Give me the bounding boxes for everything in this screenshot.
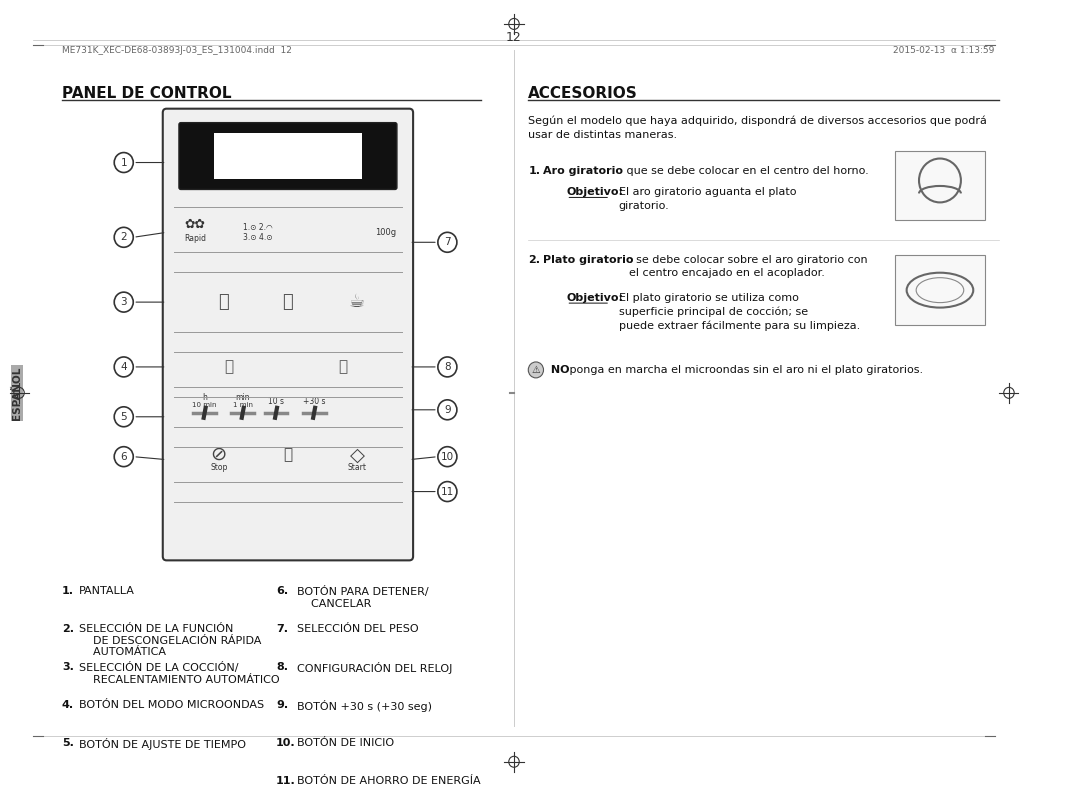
- Text: ACCESORIOS: ACCESORIOS: [528, 86, 638, 101]
- Text: 🍲: 🍲: [283, 293, 294, 311]
- Bar: [214, 132, 362, 180]
- Text: 3.: 3.: [62, 662, 73, 672]
- Text: ☕: ☕: [349, 293, 365, 311]
- Text: ◇: ◇: [350, 445, 364, 464]
- Text: 7: 7: [444, 237, 450, 247]
- Text: CONFIGURACIÓN DEL RELOJ: CONFIGURACIÓN DEL RELOJ: [297, 662, 453, 674]
- Text: El aro giratorio aguanta el plato
giratorio.: El aro giratorio aguanta el plato girato…: [619, 188, 796, 210]
- Text: BOTÓN DE AJUSTE DE TIEMPO: BOTÓN DE AJUSTE DE TIEMPO: [79, 738, 246, 750]
- Text: ME731K_XEC-DE68-03893J-03_ES_131004.indd  12: ME731K_XEC-DE68-03893J-03_ES_131004.indd…: [62, 46, 292, 55]
- Text: 1.: 1.: [528, 165, 540, 176]
- Text: 12: 12: [507, 32, 522, 44]
- Text: 8: 8: [444, 362, 450, 372]
- Text: Stop: Stop: [211, 463, 228, 472]
- Text: ⚠: ⚠: [531, 365, 540, 375]
- Text: 1.: 1.: [62, 586, 73, 597]
- Text: 9: 9: [444, 405, 450, 414]
- Text: +30 s: +30 s: [302, 397, 325, 407]
- Text: BOTÓN +30 s (+30 seg): BOTÓN +30 s (+30 seg): [297, 700, 432, 712]
- Text: 7.: 7.: [276, 624, 288, 634]
- Text: Objetivo:: Objetivo:: [566, 188, 623, 198]
- Text: 2.: 2.: [62, 624, 73, 634]
- Text: 10.: 10.: [276, 738, 296, 748]
- Text: 3.⊙ 4.⊙: 3.⊙ 4.⊙: [243, 232, 272, 242]
- Text: 🍽: 🍽: [218, 293, 229, 311]
- Text: 5.: 5.: [62, 738, 73, 748]
- Text: 4.: 4.: [62, 700, 75, 710]
- Text: 2015-02-13  α 1:13:59: 2015-02-13 α 1:13:59: [893, 46, 995, 55]
- Text: BOTÓN DE AHORRO DE ENERGÍA: BOTÓN DE AHORRO DE ENERGÍA: [297, 775, 481, 786]
- FancyBboxPatch shape: [163, 109, 414, 560]
- Text: 6: 6: [121, 452, 127, 462]
- Text: 5: 5: [121, 412, 127, 422]
- Text: ponga en marcha el microondas sin el aro ni el plato giratorios.: ponga en marcha el microondas sin el aro…: [566, 365, 923, 375]
- Text: 6.: 6.: [276, 586, 288, 597]
- Text: 📡: 📡: [224, 359, 233, 374]
- Text: PANEL DE CONTROL: PANEL DE CONTROL: [62, 86, 231, 101]
- Text: Objetivo:: Objetivo:: [566, 293, 623, 303]
- Text: 10: 10: [441, 452, 454, 462]
- Text: ESPAÑOL: ESPAÑOL: [12, 366, 23, 419]
- Text: BOTÓN DEL MODO MICROONDAS: BOTÓN DEL MODO MICROONDAS: [79, 700, 265, 710]
- Text: 100g: 100g: [375, 228, 396, 237]
- Text: Start: Start: [348, 463, 366, 472]
- Text: 8.: 8.: [276, 662, 288, 672]
- Text: Rapid: Rapid: [184, 234, 206, 243]
- Text: ⏱: ⏱: [338, 359, 348, 374]
- Text: que se debe colocar en el centro del horno.: que se debe colocar en el centro del hor…: [623, 165, 869, 176]
- Text: 2: 2: [121, 232, 127, 242]
- Text: 3: 3: [121, 297, 127, 307]
- Text: 1.⊙ 2.◠: 1.⊙ 2.◠: [243, 223, 272, 232]
- Text: 11: 11: [441, 486, 454, 496]
- Bar: [894, 151, 985, 221]
- Text: 1 min: 1 min: [232, 402, 253, 408]
- Text: ⊘: ⊘: [211, 445, 227, 464]
- Text: PANTALLA: PANTALLA: [79, 586, 135, 597]
- Text: El plato giratorio se utiliza como
superficie principal de cocción; se
puede ext: El plato giratorio se utiliza como super…: [619, 293, 860, 331]
- Text: SELECCIÓN DEL PESO: SELECCIÓN DEL PESO: [297, 624, 419, 634]
- Text: SELECCIÓN DE LA FUNCIÓN
    DE DESCONGELACIÓN RÁPIDA
    AUTOMÁTICA: SELECCIÓN DE LA FUNCIÓN DE DESCONGELACIÓ…: [79, 624, 261, 657]
- Text: 4: 4: [121, 362, 127, 372]
- Text: min: min: [235, 393, 249, 403]
- Text: NO: NO: [548, 365, 570, 375]
- Text: Plato giratorio: Plato giratorio: [542, 255, 633, 266]
- Text: : se debe colocar sobre el aro giratorio con
el centro encajado en el acoplador.: : se debe colocar sobre el aro giratorio…: [630, 255, 868, 278]
- Bar: [894, 255, 985, 325]
- Text: ✿✿: ✿✿: [185, 217, 205, 231]
- Text: BOTÓN PARA DETENER/
    CANCELAR: BOTÓN PARA DETENER/ CANCELAR: [297, 586, 429, 609]
- Text: Según el modelo que haya adquirido, dispondrá de diversos accesorios que podrá
u: Según el modelo que haya adquirido, disp…: [528, 116, 987, 140]
- Text: 2.: 2.: [528, 255, 540, 266]
- Text: h: h: [202, 393, 207, 403]
- Text: 10 min: 10 min: [192, 402, 217, 408]
- Text: SELECCIÓN DE LA COCCIÓN/
    RECALENTAMIENTO AUTOMÁTICO: SELECCIÓN DE LA COCCIÓN/ RECALENTAMIENTO…: [79, 662, 280, 685]
- Text: 11.: 11.: [276, 775, 296, 786]
- Text: 1: 1: [121, 158, 127, 168]
- FancyBboxPatch shape: [179, 123, 397, 189]
- Circle shape: [528, 362, 543, 378]
- Text: 9.: 9.: [276, 700, 288, 710]
- Text: BOTÓN DE INICIO: BOTÓN DE INICIO: [297, 738, 394, 748]
- Text: Aro giratorio: Aro giratorio: [542, 165, 622, 176]
- Text: 🔒: 🔒: [283, 447, 293, 463]
- Text: 10 s: 10 s: [268, 397, 284, 407]
